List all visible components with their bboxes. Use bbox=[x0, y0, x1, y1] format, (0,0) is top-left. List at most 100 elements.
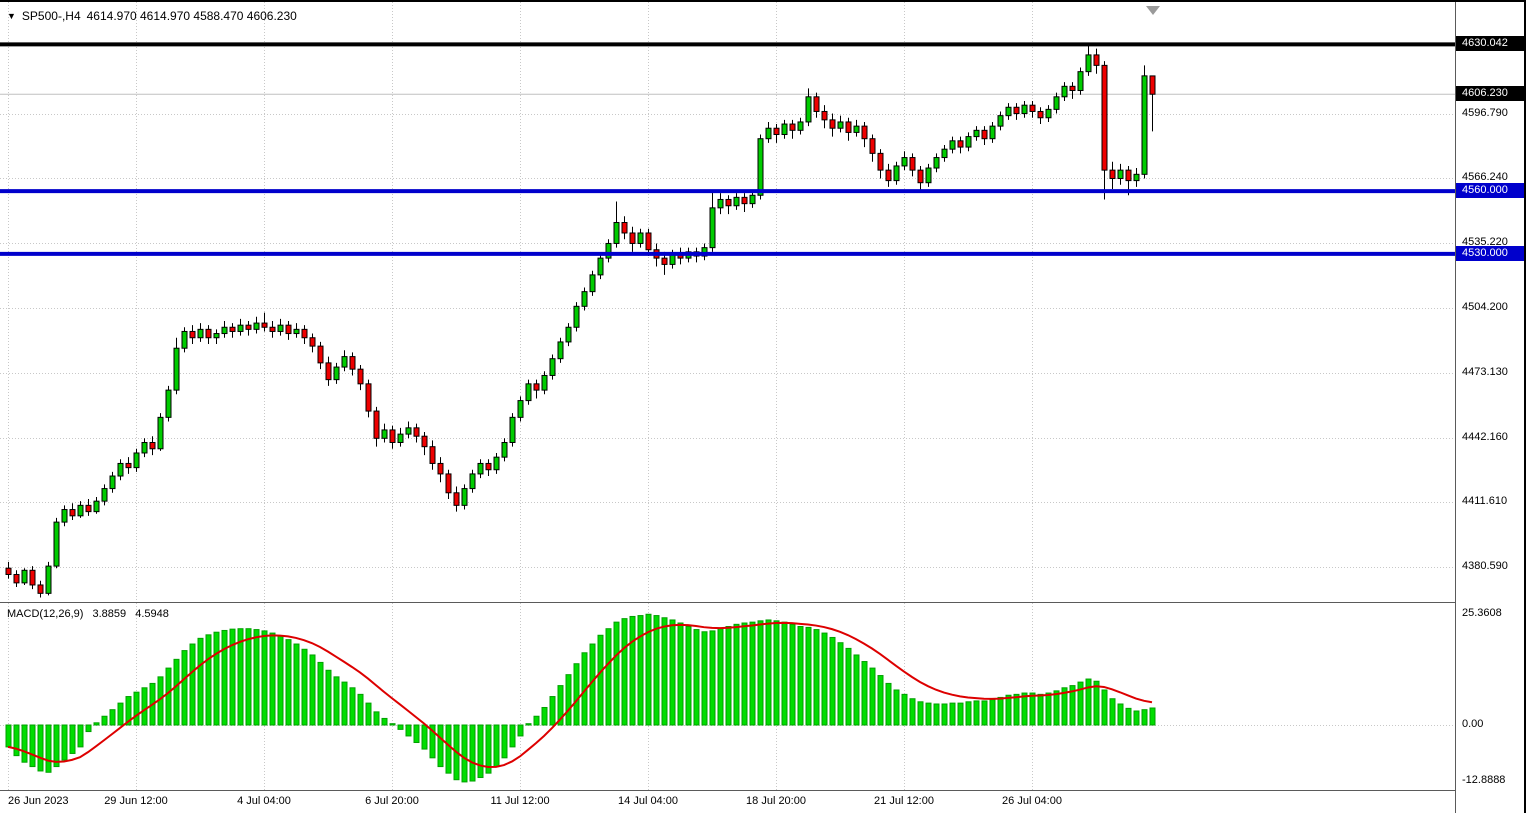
macd-bar bbox=[189, 643, 196, 726]
macd-bar bbox=[1045, 692, 1052, 726]
candle-body bbox=[589, 274, 596, 293]
macd-bar bbox=[1101, 689, 1108, 726]
candle-body bbox=[261, 322, 268, 328]
macd-main-value: 3.8859 bbox=[92, 608, 127, 620]
candle-body bbox=[53, 521, 60, 567]
macd-indicator-canvas[interactable] bbox=[0, 603, 1455, 790]
macd-bar bbox=[469, 724, 476, 782]
macd-bar bbox=[661, 617, 668, 726]
candle-body bbox=[101, 488, 108, 502]
candle-body bbox=[517, 400, 524, 418]
candle-body bbox=[565, 326, 572, 343]
macd-bar bbox=[605, 628, 612, 726]
macd-bar bbox=[837, 642, 844, 726]
macd-bar bbox=[205, 634, 212, 726]
price-axis-label: 4473.130 bbox=[1462, 366, 1508, 378]
candle-body bbox=[941, 148, 948, 159]
candle-body bbox=[1133, 173, 1140, 182]
macd-bar bbox=[261, 630, 268, 726]
price-axis-label: 4596.790 bbox=[1462, 107, 1508, 119]
candle-body bbox=[317, 345, 324, 364]
candle-body bbox=[1093, 54, 1100, 66]
candle-body bbox=[1141, 75, 1148, 175]
macd-name-label: MACD(12,26,9) bbox=[7, 608, 84, 620]
candle-body bbox=[1029, 104, 1036, 112]
macd-bar bbox=[277, 635, 284, 726]
panel-separator[interactable] bbox=[0, 602, 1455, 603]
macd-bar bbox=[309, 654, 316, 726]
macd-bar bbox=[1117, 703, 1124, 726]
macd-bar bbox=[677, 622, 684, 726]
macd-bar bbox=[445, 724, 452, 774]
macd-bar bbox=[701, 631, 708, 726]
price-axis[interactable]: 4630.042 4606.230 4596.790 4566.240 4560.000… bbox=[1455, 2, 1524, 813]
macd-bar bbox=[373, 711, 380, 726]
candle-body bbox=[893, 165, 900, 182]
macd-bar bbox=[93, 722, 100, 726]
macd-bar bbox=[653, 615, 660, 726]
price-chart-canvas[interactable] bbox=[0, 2, 1455, 602]
candle-body bbox=[69, 509, 76, 517]
candle-body bbox=[1013, 106, 1020, 115]
macd-bar bbox=[365, 702, 372, 726]
macd-bar bbox=[853, 654, 860, 726]
candle-body bbox=[189, 330, 196, 339]
macd-bar bbox=[1021, 692, 1028, 726]
time-axis-label: 29 Jun 12:00 bbox=[104, 795, 168, 807]
macd-bar bbox=[237, 628, 244, 726]
macd-bar bbox=[269, 632, 276, 726]
candle-body bbox=[181, 330, 188, 349]
candle-body bbox=[173, 347, 180, 391]
candle-body bbox=[821, 110, 828, 121]
macd-bar bbox=[941, 703, 948, 726]
macd-bar bbox=[101, 715, 108, 726]
candle-body bbox=[365, 383, 372, 412]
candle-body bbox=[509, 416, 516, 443]
candle-body bbox=[629, 232, 636, 244]
candle-body bbox=[381, 429, 388, 439]
macd-bar bbox=[781, 621, 788, 726]
macd-bar bbox=[789, 623, 796, 726]
candle-body bbox=[269, 326, 276, 332]
candle-body bbox=[309, 337, 316, 347]
chart-shift-marker-icon[interactable] bbox=[1146, 6, 1160, 15]
candle-body bbox=[925, 167, 932, 184]
candle-body bbox=[221, 326, 228, 335]
macd-bar bbox=[797, 626, 804, 726]
candle-body bbox=[1085, 54, 1092, 73]
macd-bar bbox=[517, 724, 524, 737]
candle-body bbox=[1101, 64, 1108, 171]
candle-body bbox=[45, 565, 52, 594]
macd-bar bbox=[741, 622, 748, 726]
candle-body bbox=[605, 242, 612, 259]
macd-bar bbox=[549, 696, 556, 726]
macd-bar bbox=[85, 724, 92, 733]
macd-bar bbox=[861, 661, 868, 726]
candle-body bbox=[797, 121, 804, 131]
candle-body bbox=[661, 257, 668, 265]
macd-bar bbox=[629, 615, 636, 726]
macd-signal-line bbox=[7, 621, 1153, 768]
macd-bar bbox=[1133, 710, 1140, 726]
candle-body bbox=[301, 328, 308, 339]
macd-bar bbox=[229, 628, 236, 726]
macd-bar bbox=[893, 689, 900, 726]
macd-bar bbox=[901, 693, 908, 726]
candle-body bbox=[37, 584, 44, 594]
symbol-timeframe-label: SP500-,H4 bbox=[21, 9, 81, 23]
candle-body bbox=[997, 115, 1004, 127]
macd-bar bbox=[77, 724, 84, 748]
time-axis[interactable]: 26 Jun 2023 29 Jun 12:00 4 Jul 04:00 6 Jul … bbox=[0, 791, 1455, 813]
macd-bar bbox=[885, 682, 892, 726]
candle-body bbox=[109, 475, 116, 490]
macd-bar bbox=[357, 693, 364, 726]
candle-body bbox=[85, 504, 92, 513]
candle-body bbox=[77, 504, 84, 517]
macd-bar bbox=[317, 661, 324, 726]
macd-bar bbox=[477, 724, 484, 779]
macd-bar bbox=[165, 667, 172, 726]
candle-body bbox=[5, 567, 12, 575]
candle-body bbox=[149, 441, 156, 450]
candle-body bbox=[973, 129, 980, 138]
candle-body bbox=[765, 127, 772, 140]
